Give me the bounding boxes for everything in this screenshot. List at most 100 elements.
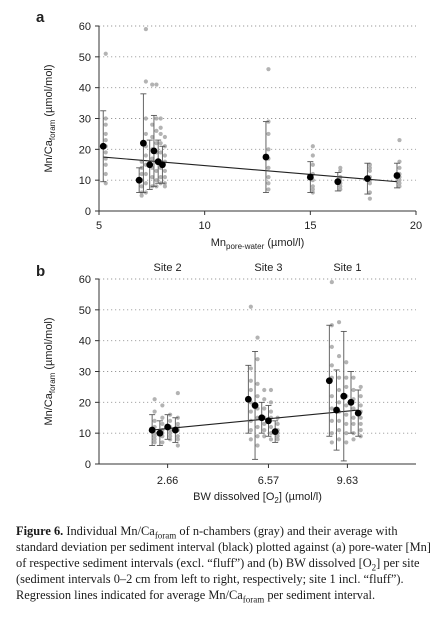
individual-point [338,184,343,189]
individual-point [248,366,253,371]
average-point [325,377,333,385]
individual-point [329,406,334,411]
x-axis-label: Mnpore-water (µmol/l) [211,237,304,251]
individual-point [175,434,180,439]
individual-point [351,421,356,427]
individual-point [150,134,155,140]
individual-point [262,397,267,402]
individual-point [162,153,167,158]
individual-point [367,168,372,174]
individual-point [329,363,334,368]
x-axis-label-unit: (µmol/l) [264,237,304,249]
individual-point [150,82,155,87]
individual-point [255,424,260,430]
individual-point [162,174,167,180]
average-point [340,392,348,400]
individual-point [397,137,402,143]
individual-point [344,360,349,365]
y-tick-label: 40 [79,336,91,348]
y-tick-label: 60 [79,21,91,33]
caption-text-3: ] per site (sediment intervals 0–2 cm fr… [16,556,420,602]
individual-point [103,131,108,137]
individual-point [310,144,315,149]
average-point [354,409,362,417]
site-label: Site 1 [333,262,361,274]
individual-point [158,116,163,121]
individual-point [255,434,260,439]
individual-point [358,403,363,408]
individual-point [351,437,356,442]
site-label: Site 3 [254,262,282,274]
individual-point [143,131,148,137]
individual-point [154,141,159,146]
individual-point [168,431,173,436]
individual-point [139,171,144,177]
average-point [393,172,401,179]
y-axis-label: Mn/Caforam (µmol/mol) [43,64,57,172]
caption-sub-o2: 2 [371,562,377,573]
individual-point [310,153,315,158]
individual-point [248,387,253,393]
individual-point [152,409,157,414]
individual-point [248,409,253,414]
y-tick-label: 20 [79,144,91,156]
x-tick-label: 2.66 [157,475,178,487]
individual-point [329,279,334,285]
individual-point [152,440,157,445]
individual-point [255,335,260,340]
individual-point [310,187,315,192]
individual-point [255,394,260,399]
individual-point [367,162,372,167]
individual-point [338,187,343,192]
individual-point [152,434,157,439]
individual-point [367,196,372,201]
individual-point [268,424,274,430]
y-axis-label: Mn/Caforam (µmol/mol) [43,317,57,425]
individual-point [103,181,108,186]
individual-point [158,131,163,137]
average-point [99,142,107,150]
individual-point [160,403,165,408]
y-tick-label: 0 [85,206,91,218]
individual-point [268,387,274,393]
individual-point [397,181,402,186]
individual-point [329,440,334,445]
average-point [164,423,172,431]
y-axis-label-sub: foram [48,372,57,393]
individual-point [397,165,402,170]
y-tick-label: 40 [79,83,91,95]
individual-point [358,427,363,433]
y-tick-label: 0 [85,459,91,471]
individual-point [351,375,356,380]
individual-point [358,384,363,390]
y-tick-label: 20 [79,397,91,409]
individual-point [152,437,157,442]
individual-point [150,174,155,180]
individual-point [152,418,157,423]
x-axis-label-sub: pore-water [226,242,265,251]
individual-point [268,437,274,442]
individual-point [266,174,271,180]
individual-point [103,171,108,177]
average-point [333,406,340,414]
individual-point [344,421,349,427]
individual-point [175,421,180,427]
panel-b: b 0 10 20 30 40 50 60 2.66 6.57 9.63 BW dissolved [… [36,262,416,505]
individual-point [262,427,267,433]
x-tick-label: 9.63 [337,475,358,487]
x-axis-label-sub: 2 [274,496,279,505]
average-point [258,414,266,422]
individual-point [262,387,267,393]
individual-point [158,125,163,130]
individual-point [248,427,253,433]
individual-point [358,421,363,427]
individual-point [397,178,402,183]
y-axis-label-unit: (µmol/mol) [43,64,55,119]
individual-point [266,131,271,137]
individual-point [152,397,157,402]
individual-point [143,171,148,177]
individual-point [336,437,342,442]
individual-point [160,440,165,445]
individual-point [367,181,372,186]
